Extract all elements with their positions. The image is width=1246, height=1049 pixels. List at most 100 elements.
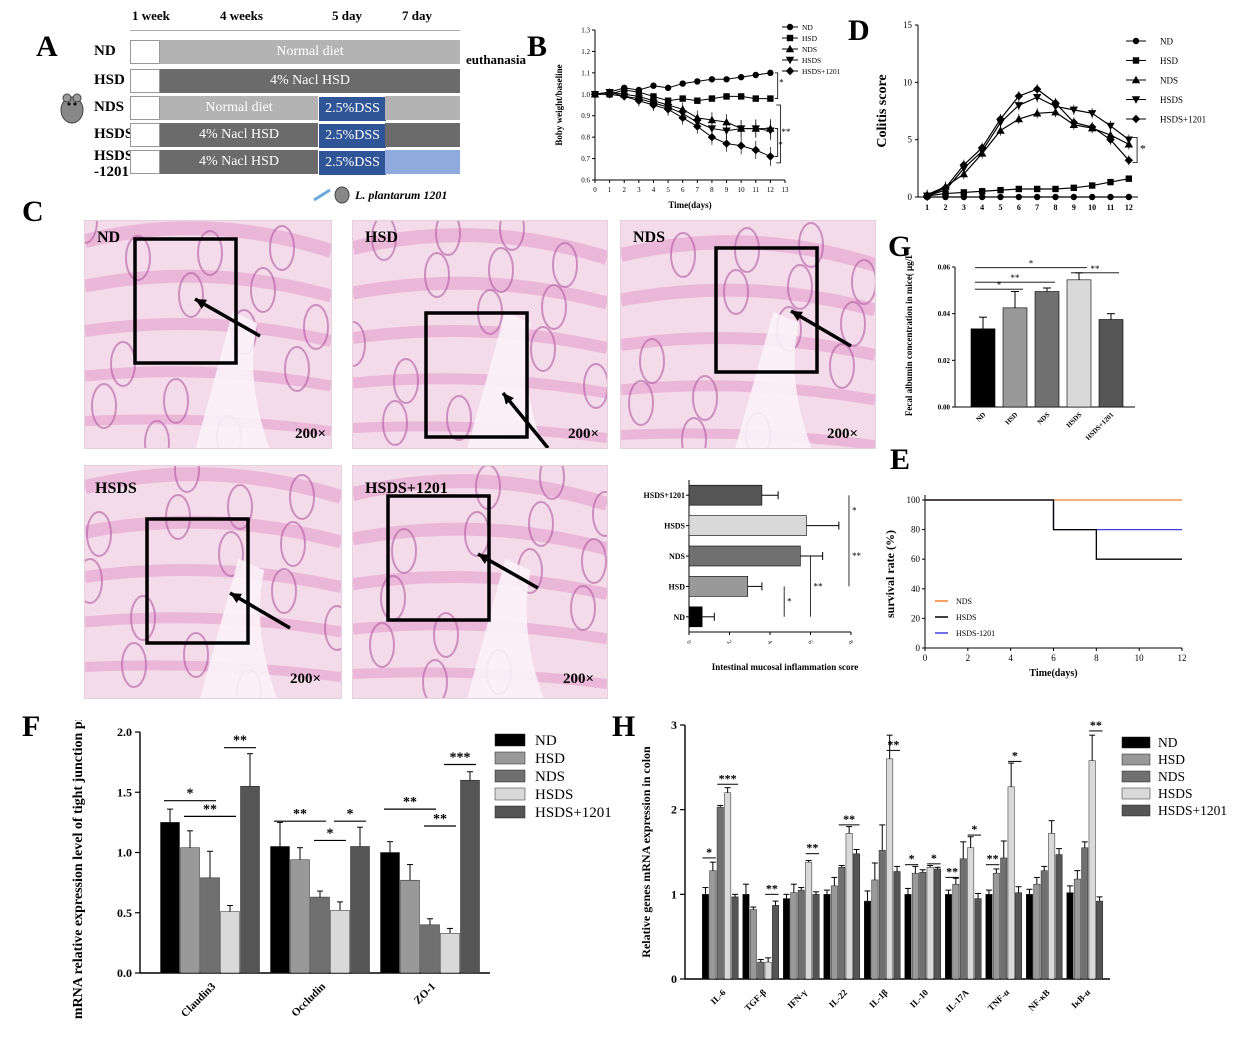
y-axis-label: Boby weight/baseline xyxy=(554,64,564,145)
data-point xyxy=(1070,193,1078,201)
y-tick-label: 0.5 xyxy=(117,906,132,920)
timeline-bar: 2.5%DSS xyxy=(318,96,387,122)
panel-label-d: D xyxy=(848,14,870,47)
x-tick-label: IL-10 xyxy=(908,987,931,1010)
acclimation-week-box xyxy=(130,150,160,174)
data-point xyxy=(708,76,716,83)
data-point xyxy=(694,78,701,85)
data-point xyxy=(1032,94,1042,102)
x-tick-label: ZO-1 xyxy=(412,981,438,1007)
y-tick-label: 2.0 xyxy=(117,725,132,739)
legend-label: HSD xyxy=(1160,56,1179,66)
timeline-bar: 4% Nacl HSD xyxy=(160,150,318,174)
bar xyxy=(380,852,400,974)
x-tick-label: 6 xyxy=(1017,203,1021,212)
bar xyxy=(688,484,763,506)
bar xyxy=(764,961,772,980)
data-point xyxy=(722,139,731,148)
sig-mark: * xyxy=(787,597,792,607)
bar xyxy=(1098,319,1124,408)
legend-label: HSDS xyxy=(1160,95,1183,105)
data-point xyxy=(1107,178,1114,186)
survival-line xyxy=(925,499,1182,560)
sig-mark: * xyxy=(1012,748,1018,762)
euthanasia-label: euthanasia xyxy=(466,52,526,67)
legend-marker xyxy=(1132,37,1140,45)
y-tick-label: 1.0 xyxy=(117,846,132,860)
series-line xyxy=(926,111,1130,196)
bar xyxy=(772,905,780,980)
bar xyxy=(1073,878,1081,980)
y-tick-label: 60 xyxy=(911,554,921,564)
tissue-drawing xyxy=(85,221,331,448)
data-point xyxy=(751,125,760,133)
legend-label: NDS xyxy=(1158,769,1185,784)
x-tick-label: 13 xyxy=(782,186,790,194)
sig-mark: * xyxy=(931,851,937,865)
data-point xyxy=(941,183,950,193)
sig-bracket xyxy=(774,72,779,99)
x-tick-label: 7 xyxy=(696,186,700,194)
bar xyxy=(970,328,996,408)
panel-label-a: A xyxy=(36,30,58,63)
data-point xyxy=(1015,193,1023,201)
sig-mark: *** xyxy=(450,751,471,766)
bar xyxy=(823,894,831,980)
sig-bracket xyxy=(1132,136,1138,163)
legend-label: HSDS xyxy=(535,787,573,803)
acclimation-week-box xyxy=(130,123,160,147)
legend-label: HSDS+1201 xyxy=(802,67,841,76)
data-point xyxy=(590,90,600,99)
survival-rate-chart: 0 2 4 6 8 10 12 0 20 40 60 80 100 Time(days) survival … xyxy=(883,495,1187,679)
image-group-label: ND xyxy=(97,229,121,246)
x-tick-label: 3 xyxy=(637,186,641,194)
x-tick-label: 8 xyxy=(1054,203,1058,212)
data-point xyxy=(996,126,1005,134)
magnification-label: 200× xyxy=(563,671,595,687)
data-point xyxy=(1032,109,1042,117)
sig-mark: ** xyxy=(852,551,862,561)
data-point xyxy=(1033,185,1041,193)
bar xyxy=(220,911,240,974)
x-tick-label: 12 xyxy=(767,186,775,194)
sig-mark: * xyxy=(971,822,977,836)
x-tick-label: 5 xyxy=(666,186,670,194)
y-tick-label: 40 xyxy=(911,584,921,594)
phase-label: 5 day xyxy=(332,8,362,23)
data-point xyxy=(752,71,759,79)
tissue-drawing xyxy=(353,221,607,448)
sig-bracket xyxy=(776,104,782,164)
panel-label-c: C xyxy=(22,195,44,228)
x-tick-label: IL-6 xyxy=(709,987,728,1006)
timeline-group-label: HSD xyxy=(94,72,125,88)
series-line xyxy=(926,88,1130,197)
legend-swatch xyxy=(1121,787,1151,800)
y-tick-label: 1 xyxy=(671,887,677,901)
histology-image: ND 200× xyxy=(84,220,332,449)
data-point xyxy=(752,95,759,102)
data-point xyxy=(1125,175,1133,182)
bar xyxy=(688,545,801,567)
panel-label-f: F xyxy=(22,710,41,743)
sig-mark: ** xyxy=(1091,264,1101,274)
legend-label: HSD xyxy=(1158,752,1185,767)
x-tick-label: IFN-γ xyxy=(786,987,810,1011)
y-tick-label: HSD xyxy=(669,582,686,591)
y-tick-label: 0.06 xyxy=(938,264,951,272)
timeline-bar: 4% Nacl HSD xyxy=(160,69,460,93)
bar xyxy=(1055,854,1063,980)
y-tick-label: NDS xyxy=(669,552,686,561)
legend-marker xyxy=(786,34,794,42)
y-tick-label: 80 xyxy=(911,525,921,535)
panel-label-g: G xyxy=(888,230,912,263)
image-group-label: NDS xyxy=(633,229,666,246)
data-point xyxy=(722,117,731,126)
bar xyxy=(1066,279,1092,408)
data-point xyxy=(663,105,673,114)
tissue-drawing xyxy=(621,221,875,448)
data-point xyxy=(997,186,1004,194)
bar xyxy=(797,889,805,980)
tissue-drawing xyxy=(85,466,341,698)
bar xyxy=(1033,883,1041,980)
x-tick-label: 1 xyxy=(608,186,612,194)
